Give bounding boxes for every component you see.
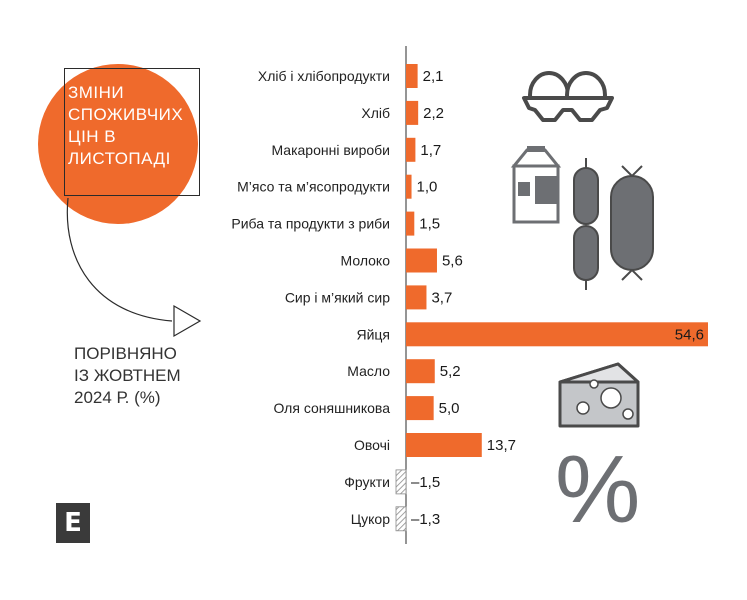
category-label: Яйця bbox=[356, 326, 390, 342]
value-label: –1,5 bbox=[411, 474, 440, 491]
subtitle-line: 2024 Р. (%) bbox=[74, 388, 161, 407]
value-label: 5,2 bbox=[440, 363, 461, 380]
title-line: СПОЖИВЧИХ bbox=[68, 105, 184, 124]
bar bbox=[395, 506, 407, 532]
value-label: 3,7 bbox=[431, 289, 452, 306]
category-label: Фрукти bbox=[344, 474, 390, 490]
category-label: Овочі bbox=[354, 437, 390, 453]
bar bbox=[406, 64, 418, 88]
bar bbox=[406, 359, 435, 384]
value-label: 5,0 bbox=[439, 400, 460, 417]
value-label: 1,7 bbox=[420, 142, 441, 159]
subtitle-line: ІЗ ЖОВТНЕМ bbox=[74, 366, 181, 385]
chart-title: ЗМІНИ СПОЖИВЧИХ ЦІН В ЛИСТОПАДІ bbox=[68, 82, 198, 170]
bar bbox=[406, 100, 419, 125]
cheese-icon bbox=[558, 362, 640, 428]
title-frame bbox=[64, 68, 200, 196]
bar bbox=[406, 285, 427, 310]
value-label: 54,6 bbox=[675, 326, 704, 343]
title-line: ЗМІНИ bbox=[68, 83, 125, 102]
category-label: М’ясо та м’ясопродукти bbox=[237, 179, 390, 195]
value-label: 2,2 bbox=[423, 105, 444, 122]
eggs-tray-icon bbox=[522, 71, 614, 122]
title-line: ЦІН В bbox=[68, 127, 117, 146]
category-label: Цукор bbox=[351, 511, 390, 527]
bar bbox=[406, 433, 482, 457]
bar bbox=[395, 469, 407, 495]
sausage-icon bbox=[573, 158, 654, 290]
category-label: Хліб і хлібопродукти bbox=[258, 68, 390, 84]
value-label: 1,5 bbox=[419, 216, 440, 233]
value-label: 2,1 bbox=[423, 68, 444, 85]
value-label: 1,0 bbox=[417, 179, 438, 196]
value-label: 5,6 bbox=[442, 253, 463, 270]
category-label: Молоко bbox=[341, 253, 391, 269]
bar bbox=[406, 174, 412, 199]
bar bbox=[406, 248, 437, 273]
e-logo-icon: E bbox=[56, 503, 90, 543]
bar bbox=[406, 396, 434, 421]
bar bbox=[406, 211, 415, 236]
category-label: Сир і м’який сир bbox=[285, 289, 390, 305]
category-label: Риба та продукти з риби bbox=[231, 216, 390, 232]
subtitle-line: ПОРІВНЯНО bbox=[74, 344, 177, 363]
percent-symbol: % bbox=[555, 436, 641, 543]
category-label: Масло bbox=[347, 363, 390, 379]
title-line: ЛИСТОПАДІ bbox=[68, 149, 171, 168]
bar bbox=[406, 137, 416, 162]
category-label: Макаронні вироби bbox=[271, 142, 390, 158]
value-label: 13,7 bbox=[487, 437, 516, 454]
milk-carton-icon bbox=[510, 146, 562, 224]
category-label: Хліб bbox=[361, 105, 390, 121]
category-label: Оля соняшникова bbox=[273, 400, 390, 416]
value-label: –1,3 bbox=[411, 511, 440, 528]
bar bbox=[406, 322, 708, 347]
chart-subtitle: ПОРІВНЯНО ІЗ ЖОВТНЕМ 2024 Р. (%) bbox=[74, 343, 214, 409]
